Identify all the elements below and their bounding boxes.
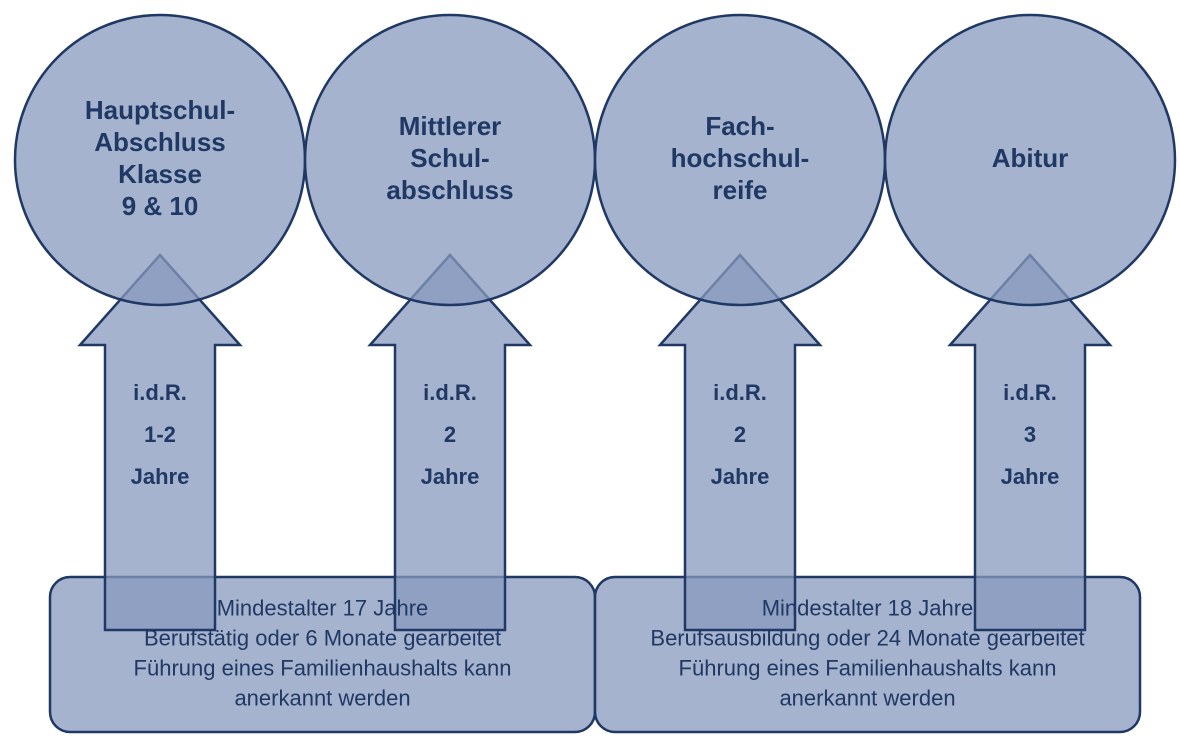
degree-label-3: Abitur (992, 143, 1069, 173)
